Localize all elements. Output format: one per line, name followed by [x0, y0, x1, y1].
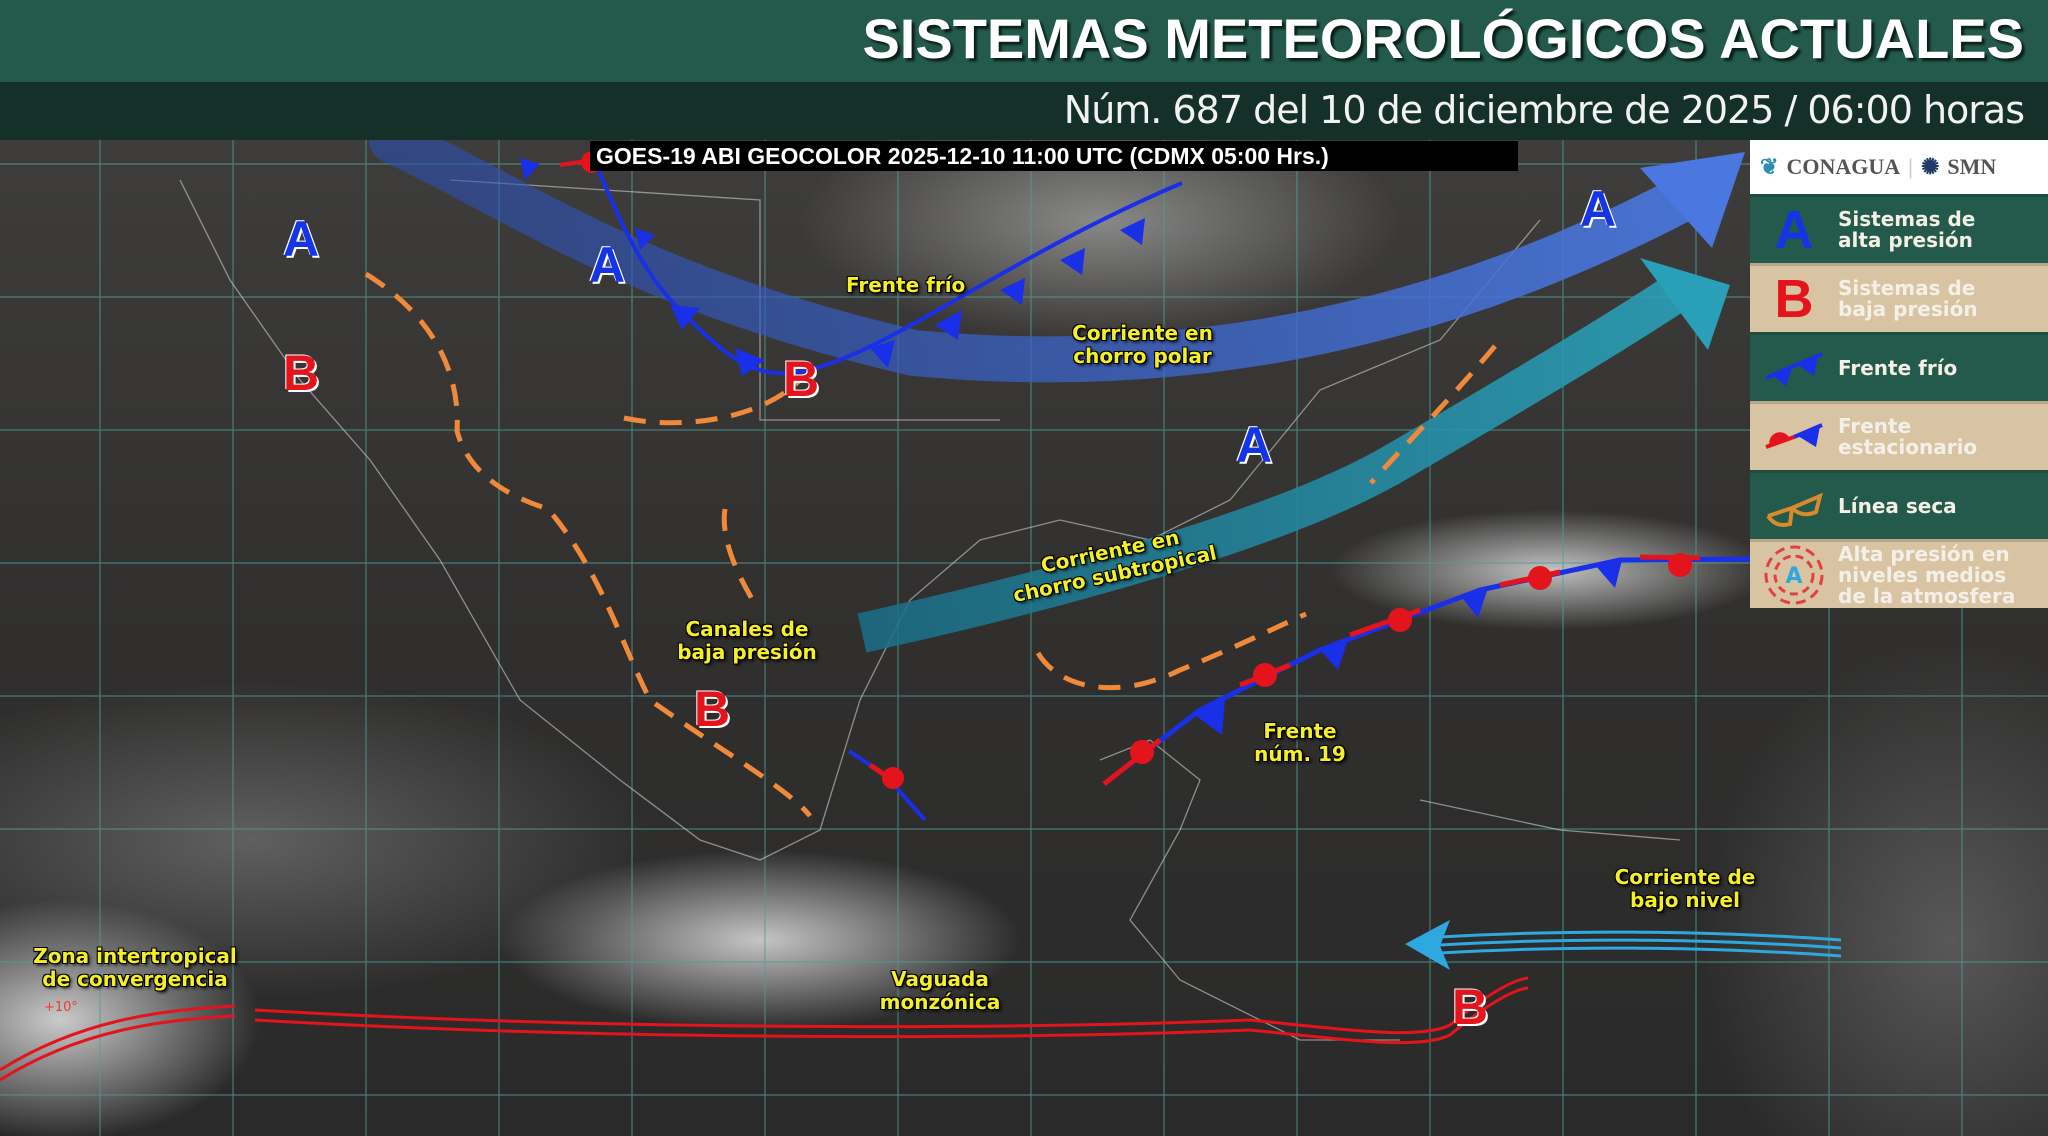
cold-front-triangles: [520, 158, 1145, 376]
label-monsoon-trough: Vaguada monzónica: [879, 967, 1001, 1014]
polar-jet-stream: [369, 140, 1703, 383]
low-pressure-symbol: B: [283, 345, 320, 401]
smn-logo-text: SMN: [1947, 154, 1997, 179]
label-itcz: Zona intertropical de convergencia: [33, 944, 237, 991]
label-cold-front: Frente frío: [846, 273, 966, 297]
conagua-logo: ❦: [1760, 154, 1779, 179]
weather-map: GOES-19 ABI GEOCOLOR 2025-12-10 11:00 UT…: [0, 140, 2048, 1136]
legend-item-cold-front: Frente frío: [1750, 332, 2048, 401]
itcz-monsoon-trough: [0, 976, 1529, 1082]
latitude-label: +10°: [44, 1000, 78, 1015]
mid-level-high-icon: A: [1764, 545, 1824, 605]
dry-line-icon: [1766, 492, 1823, 527]
subtitle-bar: Núm. 687 del 10 de diciembre de 2025 / 0…: [0, 82, 2048, 140]
high-pressure-symbol: A: [589, 237, 626, 293]
title-bar: SISTEMAS METEOROLÓGICOS ACTUALES: [0, 0, 2048, 82]
label-low-level-jet: Corriente de bajo nivel: [1614, 865, 1756, 912]
cold-front-icon: [1765, 352, 1823, 386]
low-level-jet-arrowhead: [1405, 920, 1450, 970]
conagua-logo-text: CONAGUA: [1786, 154, 1901, 179]
smn-logo: ✺: [1920, 154, 1940, 179]
legend-item-mid-level-high: A Alta presión en niveles medios de la at…: [1750, 539, 2048, 608]
low-pressure-symbol: B: [694, 681, 731, 737]
label-front-19: Frente núm. 19: [1254, 719, 1346, 766]
low-pressure-symbol: B: [1452, 979, 1489, 1035]
high-pressure-symbol: A: [1236, 417, 1273, 473]
subtropical-jet-arrowhead: [1640, 258, 1730, 350]
high-pressure-icon: A: [1774, 200, 1814, 260]
label-polar-jet: Corriente en chorro polar: [1072, 321, 1213, 368]
legend-item-high-pressure: A Sistemas de alta presión: [1750, 194, 2048, 263]
satellite-banner: GOES-19 ABI GEOCOLOR 2025-12-10 11:00 UT…: [590, 141, 1518, 171]
subtropical-jet-stream: [857, 273, 1692, 653]
cold-front-north: [592, 159, 1183, 376]
legend-item-stationary-front: Frente estacionario: [1750, 401, 2048, 470]
map-overlay: [0, 140, 2048, 1136]
stationary-front-19: [1102, 556, 1751, 786]
lat-lon-grid: [0, 140, 2048, 1136]
svg-text:A: A: [1785, 564, 1802, 589]
low-pressure-symbol: B: [783, 351, 820, 407]
page-title: SISTEMAS METEOROLÓGICOS ACTUALES: [862, 7, 2024, 70]
front19-warm-semicircles: [1130, 553, 1692, 764]
stationary-front-icon: [1765, 423, 1823, 449]
low-level-jet: [1439, 930, 1842, 958]
legend-item-low-pressure: B Sistemas de baja presión: [1750, 263, 2048, 332]
bulletin-subtitle: Núm. 687 del 10 de diciembre de 2025 / 0…: [1063, 88, 2025, 132]
low-pressure-icon: B: [1774, 269, 1814, 329]
front19-cold-triangles: [1195, 560, 1622, 735]
dry-lines: [364, 271, 1497, 818]
label-troughs: Canales de baja presión: [677, 617, 817, 664]
legend-item-dry-line: Línea seca: [1750, 470, 2048, 539]
agency-logos: ❦ CONAGUA | ✺ SMN: [1750, 140, 2048, 194]
legend: ❦ CONAGUA | ✺ SMN A Sistemas de alta presión…: [1750, 140, 2048, 610]
high-pressure-symbol: A: [283, 211, 320, 267]
polar-jet-arrowhead: [1640, 152, 1745, 248]
high-pressure-symbol: A: [1580, 181, 1617, 237]
